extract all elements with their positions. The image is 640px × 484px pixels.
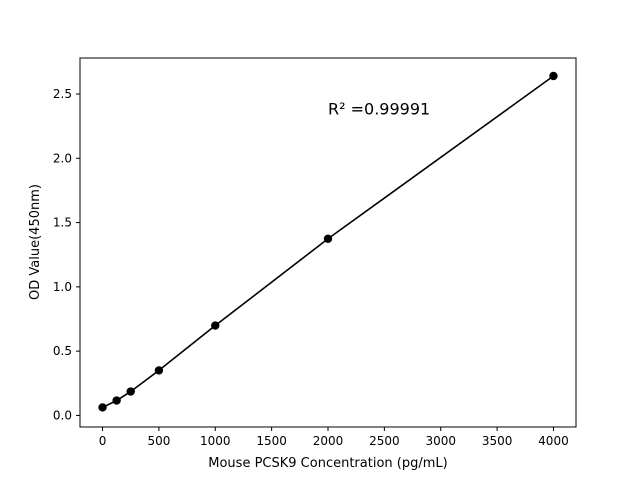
x-tick-label: 2000: [313, 434, 344, 448]
x-tick-label: 1500: [256, 434, 287, 448]
x-axis-label: Mouse PCSK9 Concentration (pg/mL): [208, 456, 447, 471]
data-point: [112, 396, 121, 405]
y-tick-label: 0.0: [53, 408, 72, 422]
y-tick-label: 1.0: [53, 280, 72, 294]
data-point: [98, 403, 107, 412]
data-point: [154, 366, 164, 375]
x-tick-label: 2500: [369, 434, 400, 448]
data-point: [323, 234, 333, 243]
annotation-r-squared: R² =0.99991: [328, 99, 430, 118]
data-point: [211, 321, 220, 330]
y-tick-label: 2.0: [53, 151, 72, 165]
x-tick-label: 500: [147, 434, 170, 448]
y-axis-label: OD Value(450nm): [28, 184, 43, 300]
y-tick-label: 2.5: [53, 87, 72, 101]
x-tick-label: 1000: [200, 434, 231, 448]
x-tick-label: 3000: [425, 434, 456, 448]
data-point: [549, 71, 558, 81]
x-tick-label: 3500: [482, 434, 513, 448]
plot-frame: [79, 57, 577, 428]
data-point: [126, 387, 135, 396]
x-tick-label: 0: [99, 434, 107, 448]
y-tick-label: 0.5: [53, 344, 72, 358]
x-tick-label: 4000: [538, 434, 569, 448]
y-tick-label: 1.5: [53, 216, 72, 230]
